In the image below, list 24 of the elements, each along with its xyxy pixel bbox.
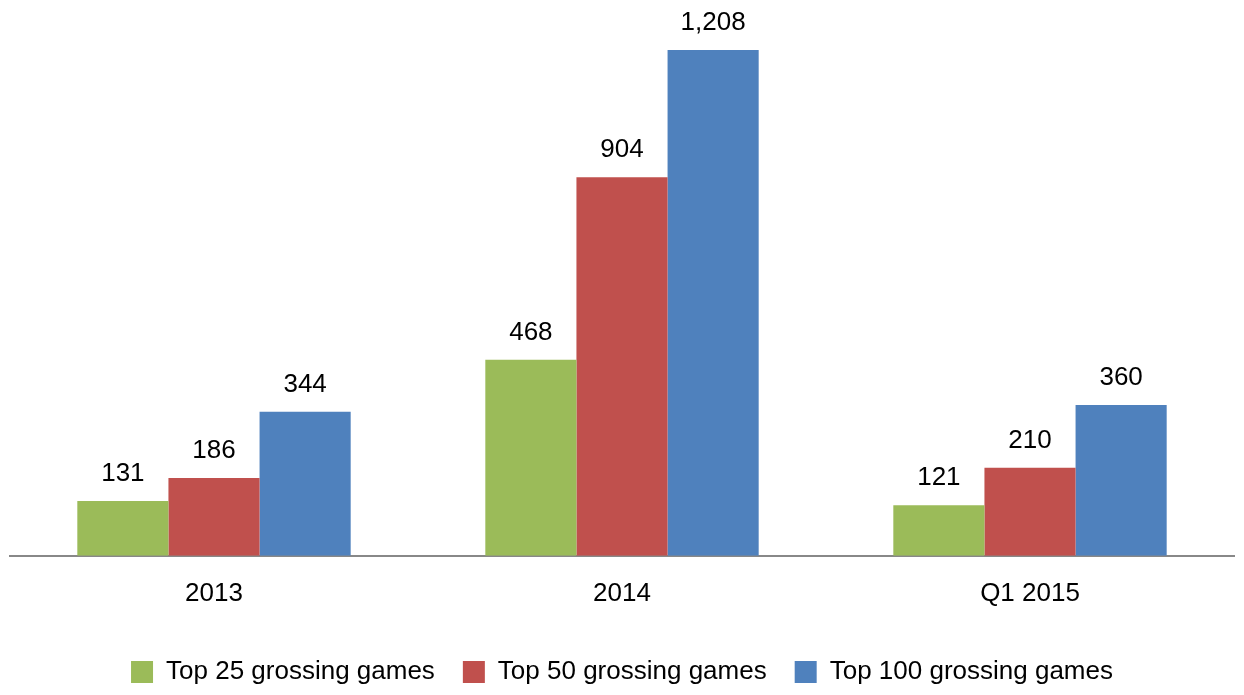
data-label: 186 — [192, 434, 236, 465]
bar — [259, 411, 351, 556]
bar — [485, 359, 577, 556]
x-tick-label: 2013 — [185, 576, 243, 607]
x-tick-label: 2014 — [593, 576, 651, 607]
bar — [168, 477, 260, 556]
data-label: 210 — [1008, 424, 1052, 455]
data-label: 360 — [1099, 361, 1143, 392]
data-label: 121 — [917, 461, 961, 492]
data-label: 1,208 — [680, 6, 746, 37]
data-label: 904 — [600, 133, 644, 164]
data-label: 344 — [283, 367, 327, 398]
bar — [893, 505, 985, 556]
bar — [1075, 405, 1167, 556]
data-label: 468 — [509, 316, 553, 347]
x-tick-label: Q1 2015 — [980, 576, 1080, 607]
legend-label: Top 50 grossing games — [497, 655, 767, 686]
bar — [984, 467, 1076, 556]
bar — [77, 500, 169, 556]
legend-label: Top 100 grossing games — [829, 655, 1113, 686]
bar — [576, 177, 668, 556]
bar — [667, 50, 759, 556]
legend-label: Top 25 grossing games — [166, 655, 435, 686]
data-label: 131 — [101, 457, 145, 488]
